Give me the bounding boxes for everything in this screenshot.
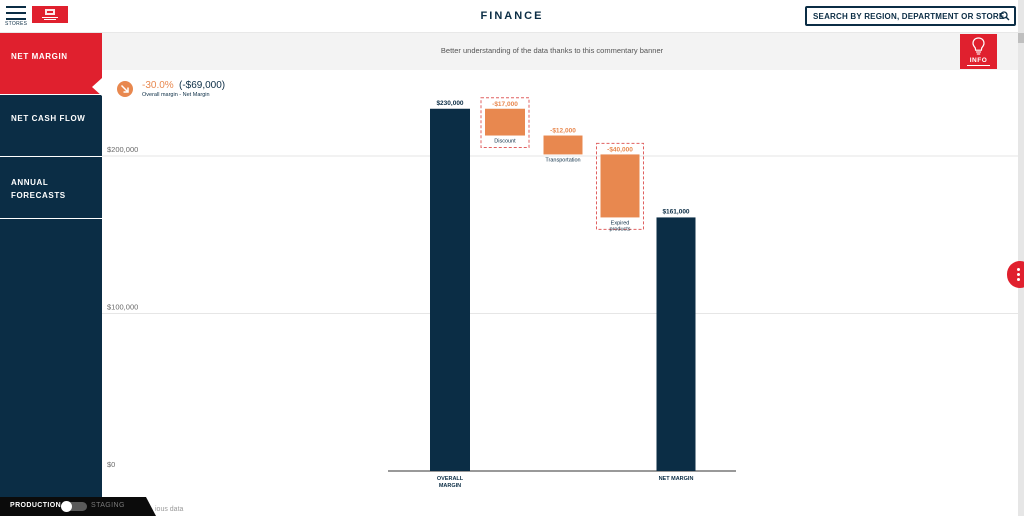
production-label[interactable]: PRODUCTION xyxy=(10,502,62,509)
x-category-label: OVERALL xyxy=(437,476,464,482)
banner-text: Better understanding of the data thanks … xyxy=(440,46,664,55)
search-input[interactable]: SEARCH BY REGION, DEPARTMENT OR STORE xyxy=(805,6,1016,26)
brand-logo-icon xyxy=(42,9,58,20)
sidebar-item-net-cash-flow[interactable]: NET CASH FLOW xyxy=(0,95,102,157)
search-icon[interactable] xyxy=(1000,11,1010,21)
x-category-label: NET MARGIN xyxy=(659,476,694,482)
y-tick-label: $100,000 xyxy=(107,303,138,312)
more-vertical-icon-dot xyxy=(1017,273,1020,276)
sidebar-item-label: NET CASH FLOW xyxy=(11,114,86,123)
search-placeholder: SEARCH BY REGION, DEPARTMENT OR STORE xyxy=(813,11,1005,21)
top-bar: STORES FINANCE SEARCH BY REGION, DEPARTM… xyxy=(0,0,1024,33)
waterfall-bar-delta xyxy=(543,135,583,155)
waterfall-bar-total xyxy=(430,108,470,471)
scrollbar-thumb[interactable] xyxy=(1018,33,1024,43)
waterfall-bar-total xyxy=(656,217,696,471)
bar-value-label: -$40,000 xyxy=(607,146,633,153)
bar-value-label: $161,000 xyxy=(662,208,689,215)
page-title: FINANCE xyxy=(480,10,544,22)
delta-category-label: Discount xyxy=(494,139,516,145)
delta-category-label: Transportation xyxy=(545,157,580,163)
more-vertical-icon xyxy=(1017,268,1020,271)
hamburger-icon xyxy=(6,6,26,8)
sidebar-item-annual-forecasts[interactable]: ANNUAL FORECASTS xyxy=(0,157,102,219)
commentary-banner: Better understanding of the data thanks … xyxy=(102,33,1018,70)
staging-label[interactable]: STAGING xyxy=(91,502,125,509)
stores-menu-button[interactable]: STORES xyxy=(5,6,28,32)
info-label: INFO xyxy=(969,57,988,64)
bar-value-label: -$17,000 xyxy=(492,101,518,108)
kpi-percent-change: -30.0% xyxy=(142,80,174,91)
info-button[interactable]: INFO xyxy=(960,34,997,69)
sidebar: NET MARGIN NET CASH FLOW ANNUAL FORECAST… xyxy=(0,33,102,516)
delta-category-label: Expired xyxy=(611,220,630,226)
active-indicator xyxy=(92,78,102,96)
environment-toggle[interactable] xyxy=(61,501,87,512)
sidebar-item-label: NET MARGIN xyxy=(11,52,68,61)
hamburger-icon-line xyxy=(6,12,26,14)
info-underline xyxy=(967,65,990,66)
waterfall-bar-delta xyxy=(485,108,525,136)
sidebar-item-label: ANNUAL FORECASTS xyxy=(11,178,66,200)
scrollbar[interactable] xyxy=(1018,0,1024,516)
bar-value-label: $230,000 xyxy=(436,100,463,107)
kpi-absolute-change: (-$69,000) xyxy=(179,80,226,91)
brand-logo[interactable] xyxy=(32,6,68,23)
more-vertical-icon-dot xyxy=(1017,278,1020,281)
kpi-subtitle: Overall margin - Net Margin xyxy=(142,92,210,98)
x-category-label: MARGIN xyxy=(439,483,461,489)
more-options-button[interactable] xyxy=(1007,261,1024,288)
highlight-box xyxy=(480,97,530,149)
hamburger-icon-line xyxy=(6,18,26,20)
bar-value-label: -$12,000 xyxy=(550,128,576,135)
y-tick-label: $0 xyxy=(107,460,115,469)
footnote-text: ious data xyxy=(155,506,184,513)
toggle-knob[interactable] xyxy=(61,501,72,512)
arrow-down-right-icon xyxy=(117,81,133,97)
waterfall-bar-delta xyxy=(600,154,640,218)
highlight-box xyxy=(596,142,644,230)
sidebar-item-net-margin[interactable]: NET MARGIN xyxy=(0,33,102,95)
y-tick-label: $200,000 xyxy=(107,145,138,154)
stores-menu-label: STORES xyxy=(5,21,28,27)
environment-switcher: PRODUCTION STAGING xyxy=(0,497,156,516)
lightbulb-icon xyxy=(972,37,985,55)
delta-category-label: products xyxy=(609,226,630,232)
